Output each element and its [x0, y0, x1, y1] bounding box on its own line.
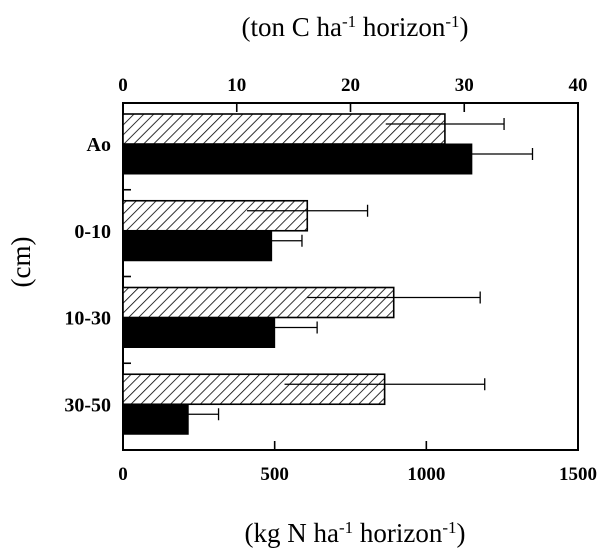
solid-bar-2: [122, 317, 276, 348]
solid-bar-1: [122, 230, 273, 262]
bottom-axis-label: (kg N ha-1 horizon-1): [244, 518, 465, 548]
y-axis-label: (cm): [6, 237, 36, 288]
bottom-tick-label-3: 1500: [559, 464, 597, 485]
top-tick-label-4: 40: [569, 75, 588, 96]
bottom-tick-label-1: 500: [260, 464, 289, 485]
solid-bar-3: [122, 403, 189, 435]
hatched-bar-0: [122, 113, 446, 145]
hatched-bar-2: [122, 286, 395, 319]
top-tick-label-1: 10: [227, 75, 246, 96]
bottom-tick-label-2: 1000: [407, 464, 445, 485]
solid-bar-0: [122, 143, 473, 175]
category-label-1: 0-10: [74, 221, 111, 243]
plot-area: 0 10 20 30 40 0 500 1000 1500 Ao 0-10 10-30 30-50: [64, 75, 597, 485]
category-label-2: 10-30: [64, 308, 111, 330]
top-tick-label-3: 30: [455, 75, 474, 96]
category-label-0: Ao: [87, 134, 111, 156]
top-tick-label-2: 20: [341, 75, 360, 96]
top-axis-label: (ton C ha-1 horizon-1): [241, 12, 468, 42]
category-label-3: 30-50: [64, 394, 111, 416]
top-tick-label-0: 0: [118, 75, 128, 96]
hatched-bar-3: [122, 373, 386, 406]
bottom-tick-label-0: 0: [118, 464, 128, 485]
hatched-bar-1: [122, 199, 309, 232]
